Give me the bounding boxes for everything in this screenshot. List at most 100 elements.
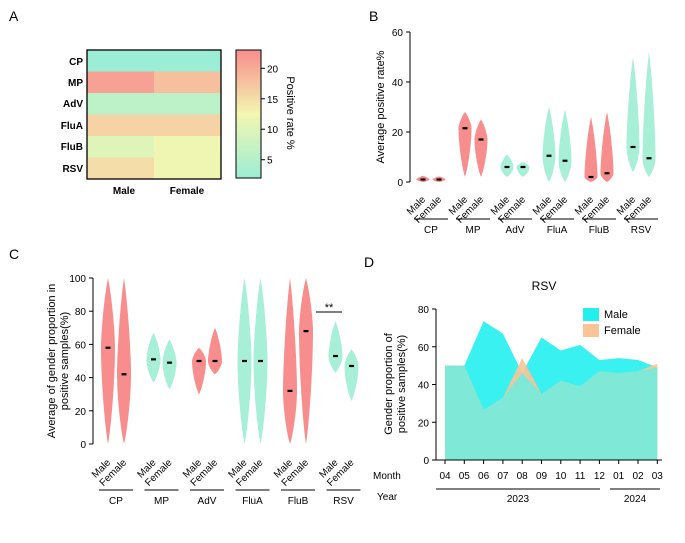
legend-label-female: Female [604, 325, 641, 337]
month-label: 05 [459, 471, 471, 482]
panel-a-heatmap: CP MP AdV FluA FluB RSV Male Female 5 10 1… [61, 49, 296, 197]
heatmap-cell [154, 157, 221, 179]
colorbar-tick-label: 10 [267, 125, 279, 136]
group-label: CP [424, 225, 438, 236]
month-label: 10 [555, 471, 567, 482]
y-tick-label: 60 [75, 340, 87, 351]
legend-swatch-male [583, 308, 599, 321]
heatmap-border [86, 49, 222, 180]
violin-rsv-male [626, 57, 640, 172]
violin-cp-male [101, 278, 115, 444]
heatmap-cell [87, 93, 154, 115]
month-label: 06 [478, 471, 490, 482]
heatmap-row-label: FluB [61, 142, 83, 153]
heatmap-cell [154, 114, 221, 136]
overlap-area [445, 365, 658, 460]
violin-flua-female [558, 109, 572, 182]
violin-mp-male [146, 332, 161, 383]
group-label: FluB [589, 225, 610, 236]
violin-mp-male [458, 112, 472, 177]
group-label: FluB [288, 496, 309, 507]
violin-adv-male [500, 154, 514, 177]
violin-rsv-female [642, 52, 656, 177]
violin-adv-female [516, 162, 530, 177]
heatmap-cell [154, 71, 221, 93]
y-tick-label: 20 [418, 418, 430, 429]
y-tick-label: 0 [80, 440, 86, 451]
y-tick-label: 80 [418, 305, 430, 316]
panel-letter-d: D [364, 254, 374, 270]
heatmap-cell [87, 50, 154, 72]
heatmap-row-label: MP [68, 78, 83, 89]
violin-flub-female [600, 112, 614, 182]
heatmap-cell [87, 136, 154, 158]
y-tick-label: 80 [75, 307, 87, 318]
heatmap-cell [87, 157, 154, 179]
y-axis-label-line2: positive samples(%) [59, 312, 71, 410]
violin-flub-male [584, 117, 598, 182]
violin-flub-female [299, 278, 313, 444]
month-label: 11 [575, 471, 586, 482]
heatmap-cell [154, 93, 221, 115]
significance-label: ** [325, 302, 334, 314]
heatmap-row-label: AdV [63, 99, 83, 110]
y-tick-label: 0 [397, 178, 403, 189]
y-tick-label: 20 [75, 407, 87, 418]
heatmap-cell [87, 71, 154, 93]
year-label-2024: 2024 [624, 494, 647, 505]
panel-letter-b: B [369, 8, 378, 24]
group-label: FluA [547, 225, 568, 236]
legend-swatch-female [583, 324, 599, 337]
y-axis-label: Average positive rate% [375, 50, 387, 163]
violin-mp-female [474, 119, 488, 177]
y-tick-label: 40 [392, 78, 404, 89]
y-tick-label: 0 [423, 456, 429, 467]
y-tick-label: 100 [69, 274, 86, 285]
group-label: MP [466, 225, 481, 236]
violin-flub-male [283, 278, 297, 444]
colorbar-label: Positive rate % [284, 76, 296, 150]
y-tick-label: 40 [75, 374, 87, 385]
violin-adv-male [192, 347, 206, 395]
year-row-label: Year [377, 492, 398, 503]
panel-letter-c: C [9, 246, 19, 262]
colorbar-tick-label: 5 [267, 156, 273, 167]
y-tick-label: 60 [418, 343, 430, 354]
group-label: MP [154, 496, 169, 507]
group-label: AdV [506, 225, 525, 236]
year-label-2023: 2023 [507, 494, 530, 505]
colorbar-tick-label: 20 [267, 64, 279, 75]
group-label: RSV [333, 496, 354, 507]
violin-adv-female [208, 327, 222, 375]
group-label: FluA [242, 496, 263, 507]
y-tick-label: 40 [418, 381, 430, 392]
heatmap-row-label: FluA [61, 121, 83, 132]
month-label: 12 [594, 471, 606, 482]
heatmap-row-label: CP [69, 57, 83, 68]
chart-title: RSV [532, 279, 557, 293]
heatmap-cell [154, 136, 221, 158]
heatmap-cell [154, 50, 221, 72]
y-axis-label-line1: Average of gender proportion in [46, 284, 58, 439]
panel-d-area: RSV 0 20 40 60 80 04 05 06 07 08 09 10 11 12 01 02 03 Ma… [373, 279, 663, 505]
y-axis-label-line1: Gender proportion of [383, 332, 395, 434]
month-label: 09 [536, 471, 548, 482]
group-label: CP [109, 496, 123, 507]
violin-rsv-female [344, 349, 359, 401]
month-label: 04 [439, 471, 451, 482]
y-tick-label: 20 [392, 128, 404, 139]
y-tick-label: 60 [392, 28, 404, 39]
legend-label-male: Male [604, 309, 628, 321]
month-label: 01 [613, 471, 625, 482]
colorbar [235, 49, 262, 179]
heatmap-col-label: Male [113, 186, 136, 197]
month-label: 03 [652, 471, 664, 482]
violin-rsv-male [328, 321, 343, 373]
violin-cp-female [117, 278, 131, 444]
month-label: 07 [497, 471, 509, 482]
heatmap-row-label: RSV [62, 164, 83, 175]
month-label: 02 [632, 471, 644, 482]
month-row-label: Month [373, 471, 401, 482]
